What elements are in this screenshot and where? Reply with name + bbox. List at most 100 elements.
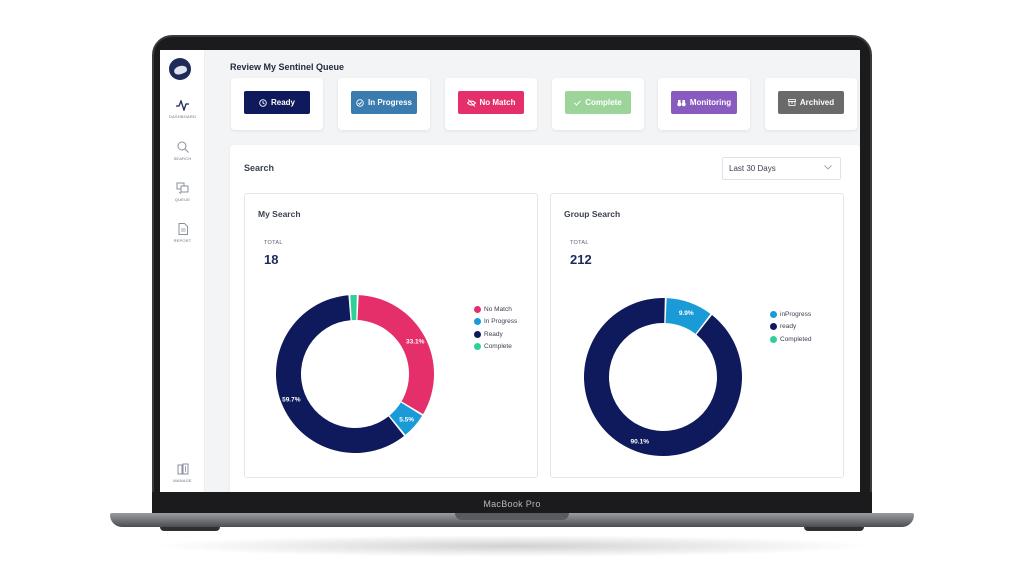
page-title: Review My Sentinel Queue <box>230 62 345 72</box>
chevron-down-icon <box>824 165 832 170</box>
app-logo[interactable] <box>169 58 191 80</box>
sidebar-item-dashboard[interactable]: DASHBOARD <box>160 100 205 119</box>
donut-data-label: 5.5% <box>399 416 414 423</box>
legend-swatch-complete <box>474 343 481 351</box>
status-card-in-progress: In Progress <box>338 78 430 130</box>
archive-icon <box>787 99 796 106</box>
status-card-complete: Complete <box>552 78 644 130</box>
legend-item[interactable]: inProgress <box>770 308 811 321</box>
in-progress-button-label: In Progress <box>367 98 412 107</box>
donut-data-label: 90.1% <box>631 439 650 446</box>
complete-button-label: Complete <box>585 98 622 107</box>
sidebar-item-report[interactable]: REPORT <box>160 223 205 243</box>
group-search-card: Group Search TOTAL 212 9.9% 90.1% inProgr… <box>550 193 844 478</box>
sidebar-item-queue[interactable]: QUEUE <box>160 182 205 202</box>
legend-swatch-completed <box>770 335 777 343</box>
check-circle-icon <box>356 98 364 107</box>
my-search-total-value: 18 <box>264 252 279 267</box>
activity-icon <box>176 100 189 111</box>
binoculars-icon <box>677 99 686 106</box>
legend-label: Ready <box>484 330 503 338</box>
sidebar: DASHBOARD SEARCH QUEUE REPORT <box>160 50 205 492</box>
donut-slice-ready[interactable] <box>584 298 742 456</box>
clock-icon <box>259 98 267 107</box>
donut-slice-inprogress[interactable] <box>665 298 711 334</box>
legend-label: ready <box>780 323 797 331</box>
monitoring-button-label: Monitoring <box>689 98 732 107</box>
donut-slice-no-match[interactable] <box>357 295 434 415</box>
legend-item[interactable]: ready <box>770 321 811 334</box>
laptop-model-label: MacBook Pro <box>483 499 541 509</box>
no-match-button-label: No Match <box>479 98 516 107</box>
laptop-chin <box>152 492 872 514</box>
my-search-legend: No Match In Progress Ready Complete <box>474 303 517 353</box>
app-screen: DASHBOARD SEARCH QUEUE REPORT <box>160 50 860 492</box>
laptop-foot-right <box>804 527 864 531</box>
status-card-no-match: No Match <box>445 78 537 130</box>
date-range-value: Last 30 Days <box>729 164 776 173</box>
eye-off-icon <box>466 98 476 107</box>
sidebar-item-label: QUEUE <box>174 197 191 202</box>
monitoring-button[interactable]: Monitoring <box>671 91 737 114</box>
sidebar-item-label: SEARCH <box>173 156 192 161</box>
donut-slice-complete[interactable] <box>350 295 357 321</box>
group-search-total-label: TOTAL <box>570 240 589 246</box>
laptop-shadow <box>150 535 874 557</box>
laptop-notch <box>455 513 569 520</box>
complete-button[interactable]: Complete <box>565 91 631 114</box>
donut-data-label: 59.7% <box>282 396 301 403</box>
donut-data-label: 33.1% <box>406 339 425 346</box>
sidebar-item-label: MANAGE <box>173 478 192 483</box>
legend-item[interactable]: Complete <box>474 341 517 354</box>
group-search-legend: inProgress ready Completed <box>770 308 811 346</box>
legend-item[interactable]: In Progress <box>474 316 517 329</box>
search-panel-title: Search <box>244 163 275 173</box>
manage-icon <box>177 463 188 475</box>
sidebar-item-label: REPORT <box>173 238 192 243</box>
donut-slice-in-progress[interactable] <box>389 402 423 435</box>
legend-swatch-ready <box>474 330 481 338</box>
legend-item[interactable]: Completed <box>770 333 811 346</box>
my-search-title: My Search <box>258 209 301 219</box>
search-panel: Search Last 30 Days My Search TOTAL 18 3… <box>230 145 860 492</box>
my-search-donut-chart[interactable]: 33.1% 5.5% 59.7% <box>273 292 437 456</box>
laptop-base <box>110 513 914 527</box>
my-search-total-label: TOTAL <box>264 240 283 246</box>
group-search-total-value: 212 <box>570 252 592 267</box>
legend-swatch-ready <box>770 323 777 331</box>
legend-swatch-no-match <box>474 305 481 313</box>
legend-item[interactable]: No Match <box>474 303 517 316</box>
no-match-button[interactable]: No Match <box>458 91 524 114</box>
legend-label: Complete <box>484 343 512 351</box>
archived-button-label: Archived <box>799 98 835 107</box>
sidebar-item-search[interactable]: SEARCH <box>160 141 205 161</box>
group-search-donut-chart[interactable]: 9.9% 90.1% <box>581 295 745 459</box>
legend-label: Completed <box>780 335 812 343</box>
main-content: Review My Sentinel Queue Ready In Progre… <box>206 50 860 492</box>
sidebar-item-label: DASHBOARD <box>168 114 197 119</box>
legend-item[interactable]: Ready <box>474 328 517 341</box>
archived-button[interactable]: Archived <box>778 91 844 114</box>
my-search-card: My Search TOTAL 18 33.1% 5.5% 59.7% No Mat… <box>244 193 538 478</box>
ready-button[interactable]: Ready <box>244 91 310 114</box>
donut-slice-ready[interactable] <box>276 295 405 453</box>
in-progress-button[interactable]: In Progress <box>351 91 417 114</box>
queue-icon <box>176 182 189 194</box>
legend-label: No Match <box>484 305 512 313</box>
legend-label: In Progress <box>484 318 518 326</box>
donut-data-label: 9.9% <box>679 310 694 317</box>
status-card-monitoring: Monitoring <box>658 78 750 130</box>
legend-swatch-inprogress <box>770 310 777 318</box>
laptop-foot-left <box>160 527 220 531</box>
date-range-select[interactable]: Last 30 Days <box>722 157 841 180</box>
report-icon <box>178 223 188 235</box>
search-icon <box>177 141 189 153</box>
legend-label: inProgress <box>780 310 812 318</box>
ready-button-label: Ready <box>270 98 295 107</box>
status-card-archived: Archived <box>765 78 857 130</box>
sidebar-item-manage[interactable]: MANAGE <box>160 463 205 483</box>
legend-swatch-in-progress <box>474 318 481 326</box>
check-icon <box>574 99 582 106</box>
status-card-ready: Ready <box>231 78 323 130</box>
group-search-title: Group Search <box>564 209 621 219</box>
